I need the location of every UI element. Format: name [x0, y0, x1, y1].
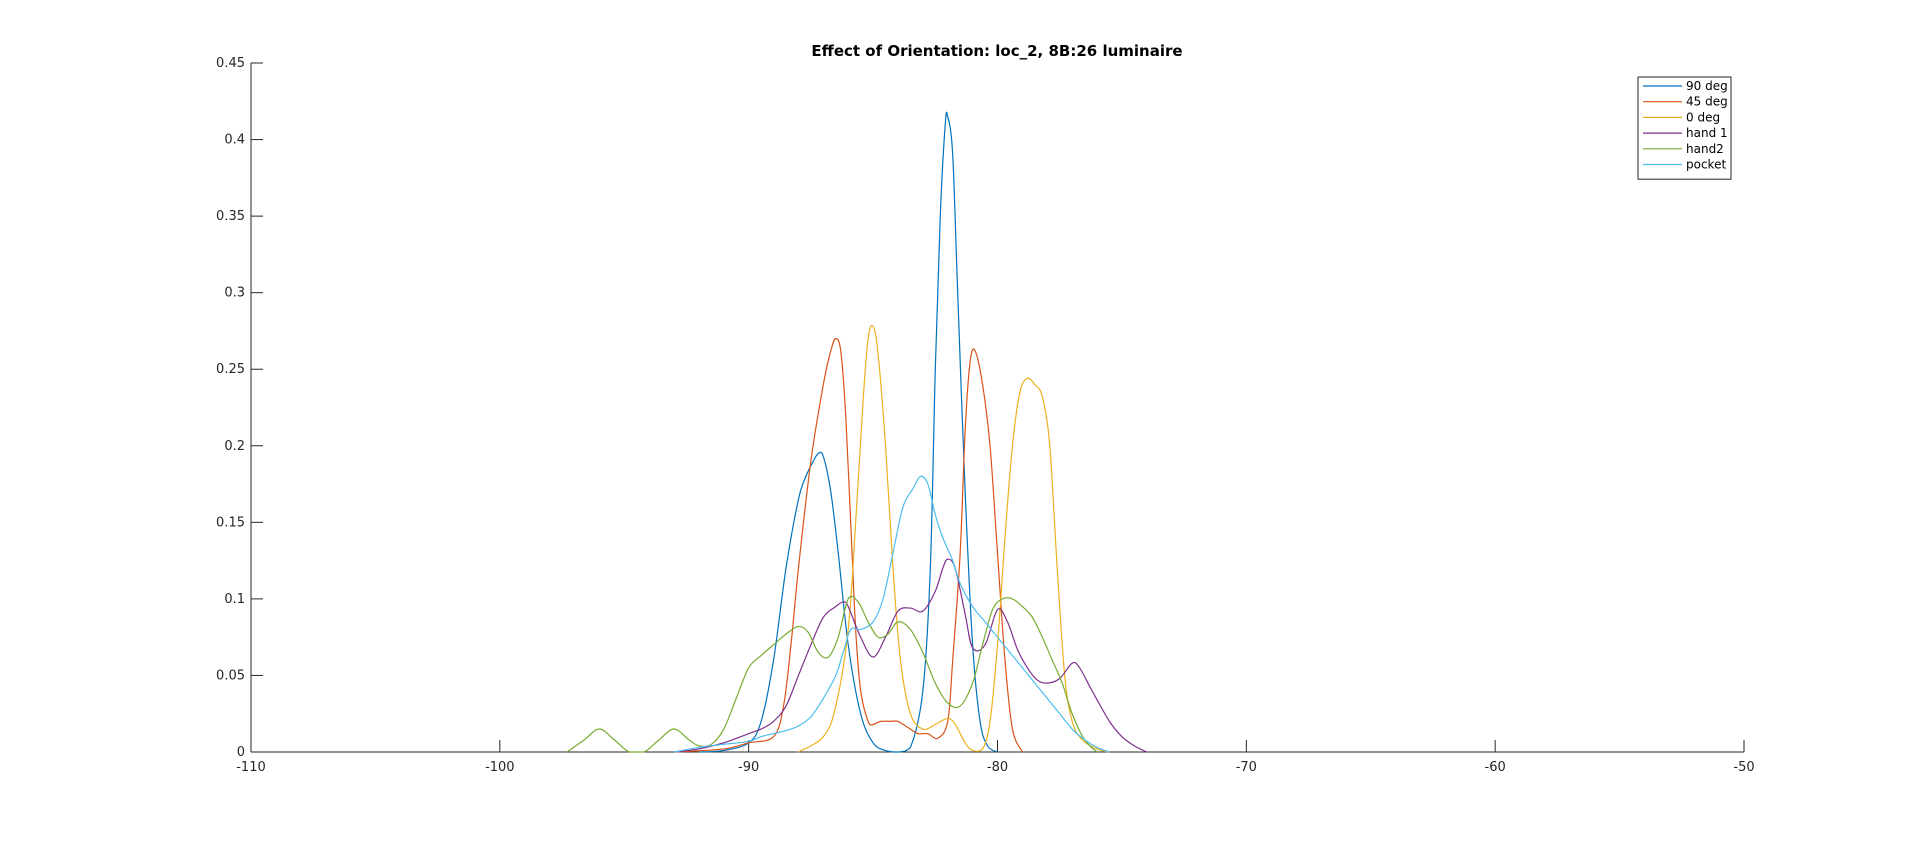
y-tick-label: 0.45 [216, 56, 245, 71]
series-line-45-deg [673, 337, 1023, 753]
series-line-pocket [673, 475, 1110, 753]
y-tick-label: 0.1 [224, 592, 245, 607]
chart-title: Effect of Orientation: loc_2, 8B:26 lumi… [811, 42, 1182, 60]
legend-label: hand2 [1686, 142, 1724, 156]
series-line-hand2 [566, 595, 1098, 753]
series-line-0-deg [798, 324, 1110, 753]
legend-label: 45 deg [1686, 95, 1728, 109]
x-tick-label: -90 [738, 760, 759, 775]
legend-label: 0 deg [1686, 110, 1720, 124]
y-tick-label: 0.25 [216, 362, 245, 377]
legend-label: hand 1 [1686, 126, 1728, 140]
legend-box [1637, 76, 1732, 180]
x-tick-label: -110 [236, 760, 266, 775]
series-line-hand-1 [673, 558, 1148, 753]
x-tick-label: -60 [1485, 760, 1506, 775]
y-tick-label: 0.3 [224, 286, 245, 301]
x-tick-label: -100 [485, 760, 515, 775]
y-tick-label: 0 [237, 745, 245, 760]
y-tick-label: 0.05 [216, 668, 245, 683]
y-tick-label: 0.4 [224, 133, 245, 148]
series-line-90-deg [698, 111, 998, 753]
y-tick-label: 0.15 [216, 515, 245, 530]
x-tick-label: -70 [1236, 760, 1257, 775]
series-group [566, 111, 1148, 753]
legend-label: 90 deg [1686, 79, 1728, 93]
x-tick-label: -80 [987, 760, 1008, 775]
y-tick-label: 0.35 [216, 209, 245, 224]
axes: -110 -100 -90 -80 -70 -60 -50 0 0.05 0.1 0.15 0.2 0.… [216, 56, 1755, 775]
y-tick-label: 0.2 [224, 439, 245, 454]
x-tick-label: -50 [1733, 760, 1754, 775]
legend-label: pocket [1686, 158, 1726, 172]
